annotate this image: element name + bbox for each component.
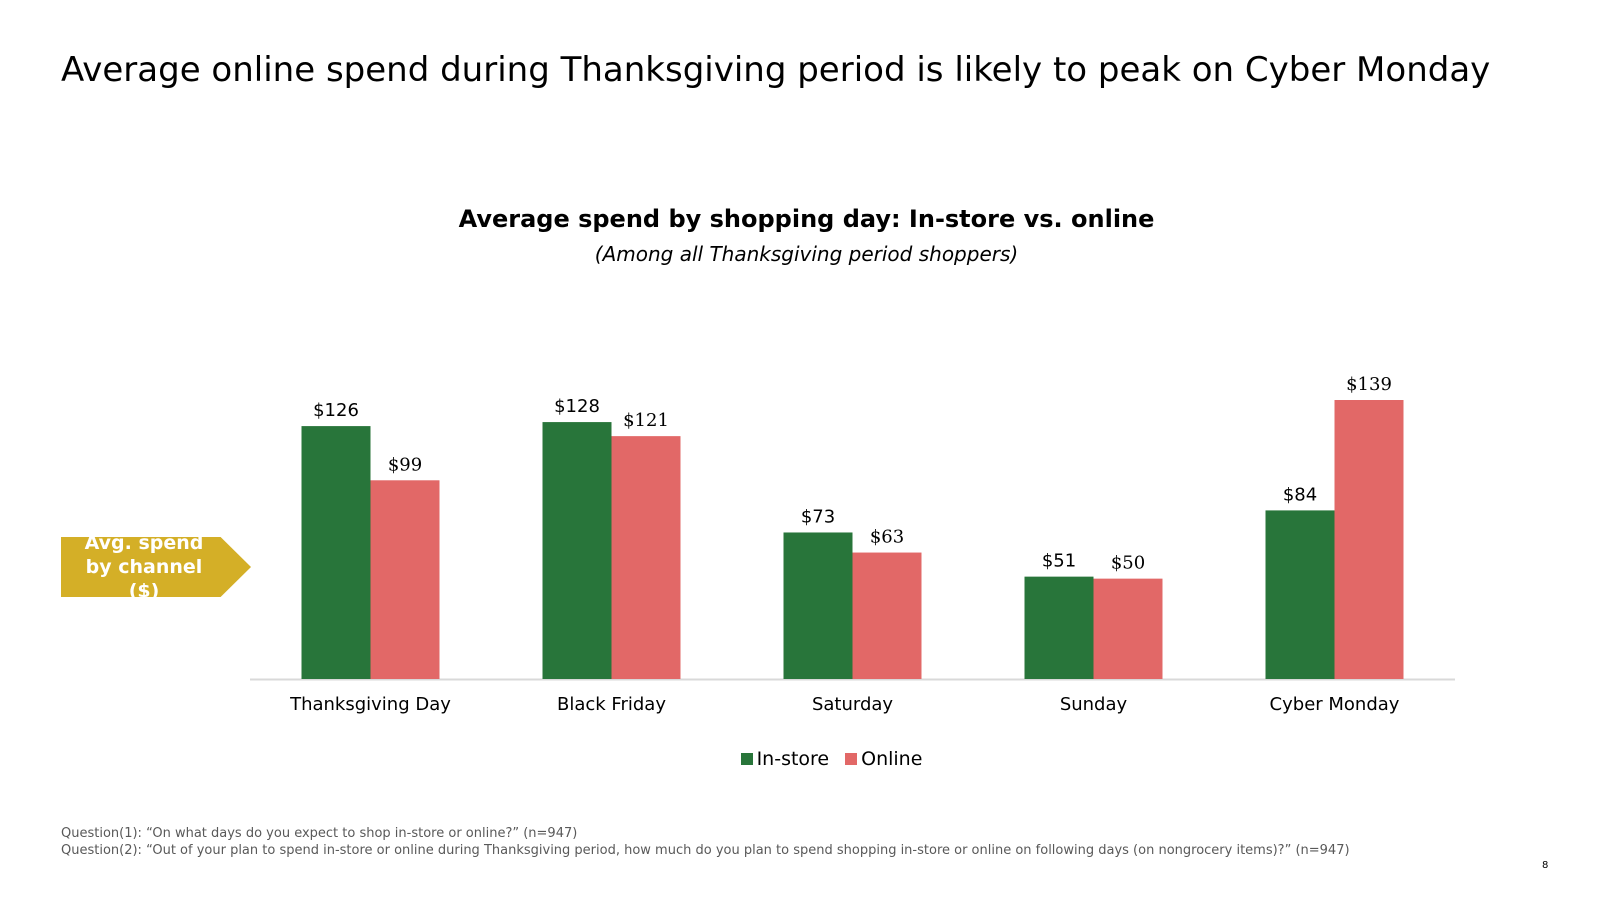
data-label-in-store-thanksgiving-day: $126 xyxy=(313,400,359,421)
channel-callout-text: Avg. spend by channel ($) xyxy=(84,532,204,602)
bar-online-thanksgiving-day xyxy=(370,480,440,679)
bar-online-saturday xyxy=(852,552,922,679)
bar-in-store-black-friday xyxy=(542,422,612,679)
x-tick-label-thanksgiving-day: Thanksgiving Day xyxy=(289,694,451,715)
chart-subtitle: (Among all Thanksgiving period shoppers) xyxy=(594,242,1019,266)
data-label-in-store-black-friday: $128 xyxy=(554,396,600,417)
chart-legend: In-store Online xyxy=(0,748,1600,770)
data-label-in-store-saturday: $73 xyxy=(801,506,835,527)
x-tick-label-sunday: Sunday xyxy=(1060,694,1128,715)
legend-item-online: Online xyxy=(845,748,922,770)
footnote-question-1: Question(1): “On what days do you expect… xyxy=(61,826,578,841)
legend-label-online: Online xyxy=(861,748,923,770)
bar-in-store-thanksgiving-day xyxy=(301,426,371,679)
data-label-in-store-cyber-monday: $84 xyxy=(1283,484,1317,505)
x-tick-label-saturday: Saturday xyxy=(812,694,893,715)
bar-online-black-friday xyxy=(611,436,681,679)
data-label-online-cyber-monday: $139 xyxy=(1346,374,1392,395)
legend-label-in-store: In-store xyxy=(756,748,830,770)
data-label-in-store-sunday: $51 xyxy=(1042,551,1076,572)
bar-in-store-sunday xyxy=(1024,576,1094,679)
data-label-online-saturday: $63 xyxy=(870,527,904,548)
x-tick-label-cyber-monday: Cyber Monday xyxy=(1270,694,1400,715)
data-label-online-black-friday: $121 xyxy=(623,410,669,431)
bar-online-cyber-monday xyxy=(1334,400,1404,679)
bar-in-store-cyber-monday xyxy=(1265,510,1335,679)
chart-title: Average spend by shopping day: In-store … xyxy=(458,205,1155,233)
footnote-question-2: Question(2): “Out of your plan to spend … xyxy=(61,843,1350,858)
bar-online-sunday xyxy=(1093,578,1163,679)
data-label-online-sunday: $50 xyxy=(1111,553,1145,574)
legend-item-in-store: In-store xyxy=(740,748,830,770)
page-title: Average online spend during Thanksgiving… xyxy=(61,50,1491,90)
x-tick-label-black-friday: Black Friday xyxy=(557,694,666,715)
page-number: 8 xyxy=(1542,860,1549,871)
data-label-online-thanksgiving-day: $99 xyxy=(388,454,422,475)
bar-in-store-saturday xyxy=(783,532,853,679)
legend-swatch-online xyxy=(845,753,858,765)
channel-callout: Avg. spend by channel ($) xyxy=(61,537,251,597)
legend-swatch-in-store xyxy=(740,753,753,765)
